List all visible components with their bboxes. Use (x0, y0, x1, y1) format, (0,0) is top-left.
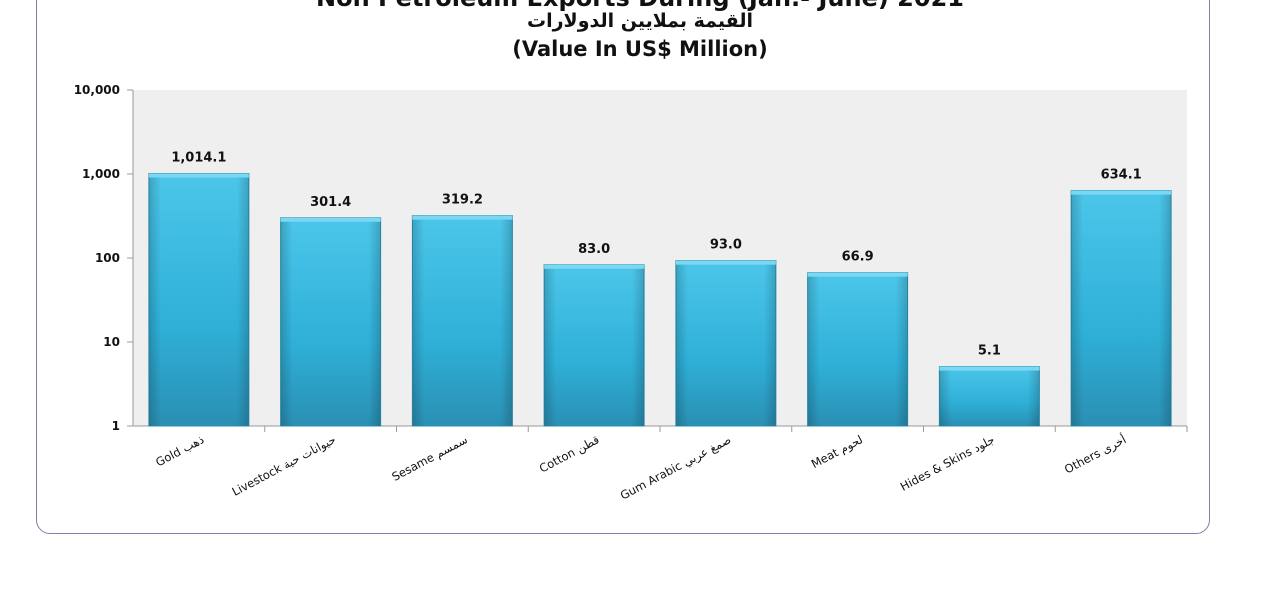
bar-top-highlight (939, 366, 1040, 371)
bar-shading (412, 215, 513, 426)
x-tick-label: Others أخرى (1061, 431, 1129, 477)
bar-top-highlight (148, 173, 249, 178)
chart-subtitle-english: (Value In US$ Million) (512, 37, 768, 61)
data-label: 66.9 (842, 250, 874, 265)
y-tick-label: 1 (112, 419, 120, 433)
data-label: 301.4 (310, 195, 351, 210)
x-tick-label: Meat لحوم (809, 432, 866, 472)
data-label: 5.1 (978, 344, 1001, 359)
data-label: 83.0 (578, 242, 610, 257)
y-tick-label: 10 (103, 335, 120, 349)
x-tick-label: Gum Arabic صمغ عربي (618, 432, 734, 503)
x-tick-label: Hides & Skins جلود (898, 432, 997, 494)
y-tick-label: 100 (95, 251, 120, 265)
chart-subtitle-arabic: القيمة بملايين الدولارات (527, 10, 753, 32)
bar-shading (675, 260, 776, 426)
bar-top-highlight (675, 260, 776, 265)
bar-shading (807, 272, 908, 426)
chart-title: Non Petroleum Exports During (Jan.- June… (0, 0, 1280, 12)
bar-top-highlight (412, 215, 513, 220)
bar-top-highlight (544, 264, 645, 269)
bar-shading (1071, 190, 1172, 426)
y-tick-label: 1,000 (82, 167, 120, 181)
bar-top-highlight (280, 217, 381, 222)
bar-top-highlight (1071, 190, 1172, 195)
data-label: 93.0 (710, 238, 742, 253)
x-tick-label: Gold ذهب (153, 432, 206, 469)
data-label: 1,014.1 (171, 150, 226, 165)
bar-top-highlight (807, 272, 908, 277)
x-tick-label: Sesame سمسم (389, 432, 469, 484)
bar-shading (280, 217, 381, 426)
data-label: 319.2 (442, 193, 483, 208)
data-label: 634.1 (1101, 168, 1142, 183)
y-tick-label: 10,000 (74, 83, 120, 97)
bar-shading (939, 366, 1040, 426)
bar-shading (544, 264, 645, 426)
x-tick-label: Livestock حيوانات حية (230, 432, 339, 499)
x-tick-label: Cotton قطن (537, 432, 602, 476)
bar-shading (148, 173, 249, 426)
